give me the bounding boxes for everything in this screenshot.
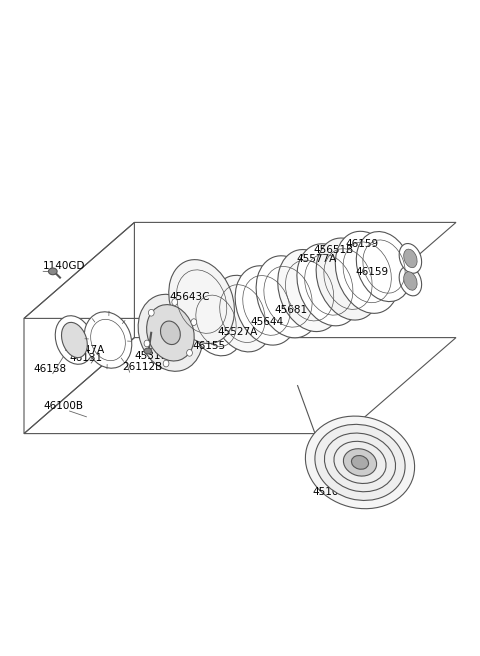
Ellipse shape bbox=[160, 321, 180, 344]
Text: 45651B: 45651B bbox=[313, 245, 353, 255]
Ellipse shape bbox=[172, 298, 178, 306]
Ellipse shape bbox=[144, 340, 150, 347]
Text: 45643C: 45643C bbox=[169, 292, 209, 302]
Text: 45577A: 45577A bbox=[296, 254, 336, 264]
Ellipse shape bbox=[399, 266, 421, 296]
Ellipse shape bbox=[343, 449, 377, 476]
Ellipse shape bbox=[316, 238, 380, 320]
Ellipse shape bbox=[188, 286, 244, 356]
Text: 46159: 46159 bbox=[346, 239, 379, 249]
Text: 45527A: 45527A bbox=[217, 327, 257, 337]
Ellipse shape bbox=[336, 232, 399, 314]
Text: 45311B: 45311B bbox=[134, 351, 175, 361]
Text: 45644: 45644 bbox=[251, 317, 284, 327]
Ellipse shape bbox=[84, 312, 132, 368]
Ellipse shape bbox=[351, 455, 369, 469]
Ellipse shape bbox=[305, 416, 415, 508]
Ellipse shape bbox=[61, 322, 87, 358]
Ellipse shape bbox=[55, 316, 94, 364]
Text: 46100B: 46100B bbox=[43, 401, 83, 411]
Ellipse shape bbox=[356, 232, 412, 302]
Text: 46131: 46131 bbox=[70, 353, 103, 363]
Ellipse shape bbox=[146, 304, 194, 361]
Text: 46155: 46155 bbox=[192, 340, 225, 350]
Ellipse shape bbox=[191, 319, 197, 325]
Ellipse shape bbox=[315, 424, 405, 501]
Ellipse shape bbox=[148, 310, 154, 316]
Text: 46158: 46158 bbox=[34, 363, 67, 374]
Ellipse shape bbox=[48, 268, 57, 275]
Ellipse shape bbox=[256, 256, 320, 338]
Ellipse shape bbox=[163, 360, 169, 367]
Text: 46159: 46159 bbox=[355, 266, 388, 277]
Ellipse shape bbox=[169, 260, 234, 344]
Ellipse shape bbox=[138, 295, 203, 371]
Text: 1140GD: 1140GD bbox=[43, 261, 86, 272]
Text: 45247A: 45247A bbox=[65, 345, 105, 355]
Ellipse shape bbox=[144, 348, 152, 354]
Ellipse shape bbox=[187, 350, 192, 356]
Text: 45100: 45100 bbox=[312, 487, 345, 497]
Text: 45681: 45681 bbox=[275, 305, 308, 315]
Text: 26112B: 26112B bbox=[122, 362, 163, 372]
Ellipse shape bbox=[235, 266, 298, 345]
Ellipse shape bbox=[297, 244, 360, 326]
Ellipse shape bbox=[404, 272, 417, 290]
Ellipse shape bbox=[212, 276, 273, 352]
Ellipse shape bbox=[404, 249, 417, 268]
Ellipse shape bbox=[399, 243, 421, 274]
Ellipse shape bbox=[278, 249, 341, 331]
